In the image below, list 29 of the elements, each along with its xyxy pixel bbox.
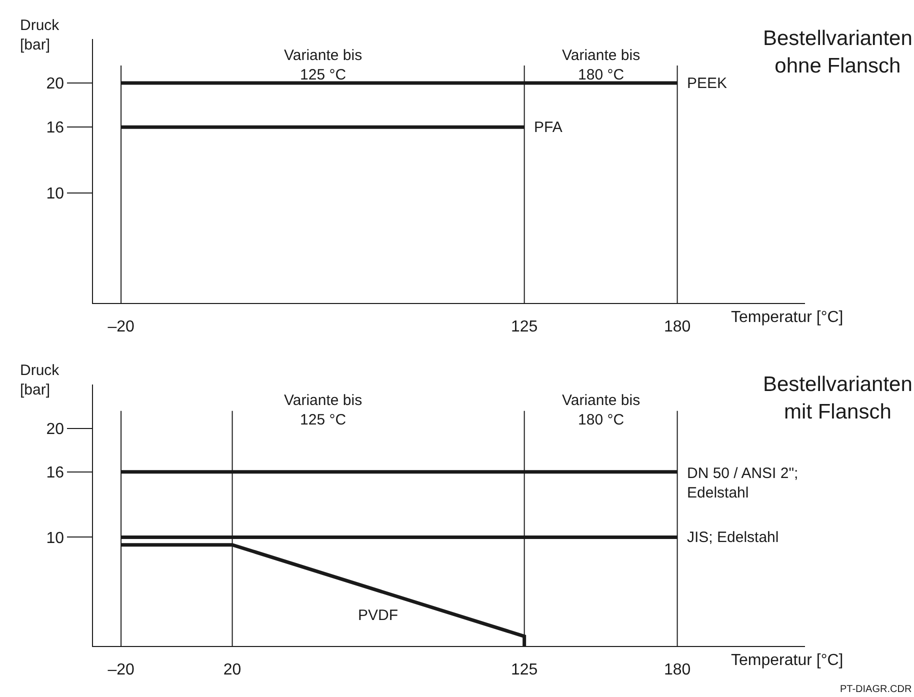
y-tick-label: 20 xyxy=(46,76,64,93)
series-label: JIS; Edelstahl xyxy=(687,529,779,546)
chart-title: Bestellvarianten ohne Flansch xyxy=(763,27,912,78)
text: PT-DIAGR.CDR xyxy=(840,684,912,695)
x-axis-title: Temperatur [°C] xyxy=(731,652,844,669)
series-label: PEEK xyxy=(687,75,728,92)
annotation: Variante bis 125 °C xyxy=(284,392,362,428)
x-tick-label: 125 xyxy=(510,661,538,678)
y-tick-label: 20 xyxy=(46,420,64,438)
series-label: PFA xyxy=(534,119,562,136)
y-tick-label: 10 xyxy=(46,186,64,203)
annotation: Variante bis 180 °C xyxy=(562,392,640,428)
y-tick-label: 10 xyxy=(46,530,64,547)
x-tick-label: 180 xyxy=(664,318,691,336)
x-tick-label: 125 xyxy=(510,318,538,336)
y-tick-label: 16 xyxy=(46,464,64,482)
y-tick-label: 16 xyxy=(46,120,64,137)
series-label: DN 50 / ANSI 2"; Edelstahl xyxy=(687,465,798,502)
series-label: PVDF xyxy=(358,607,398,624)
x-tick-label: 180 xyxy=(664,661,691,678)
y-axis-title: Druck [bar] xyxy=(20,17,60,54)
x-tick-label: –20 xyxy=(108,318,134,336)
annotation: Variante bis 125 °C xyxy=(284,47,362,84)
y-axis-title: Druck [bar] xyxy=(20,362,60,398)
annotation: Variante bis 180 °C xyxy=(562,47,640,84)
x-axis-title: Temperatur [°C] xyxy=(731,309,844,326)
x-tick-label: –20 xyxy=(108,661,134,678)
x-tick-label: 20 xyxy=(223,661,242,678)
chart-title: Bestellvarianten mit Flansch xyxy=(763,373,912,424)
